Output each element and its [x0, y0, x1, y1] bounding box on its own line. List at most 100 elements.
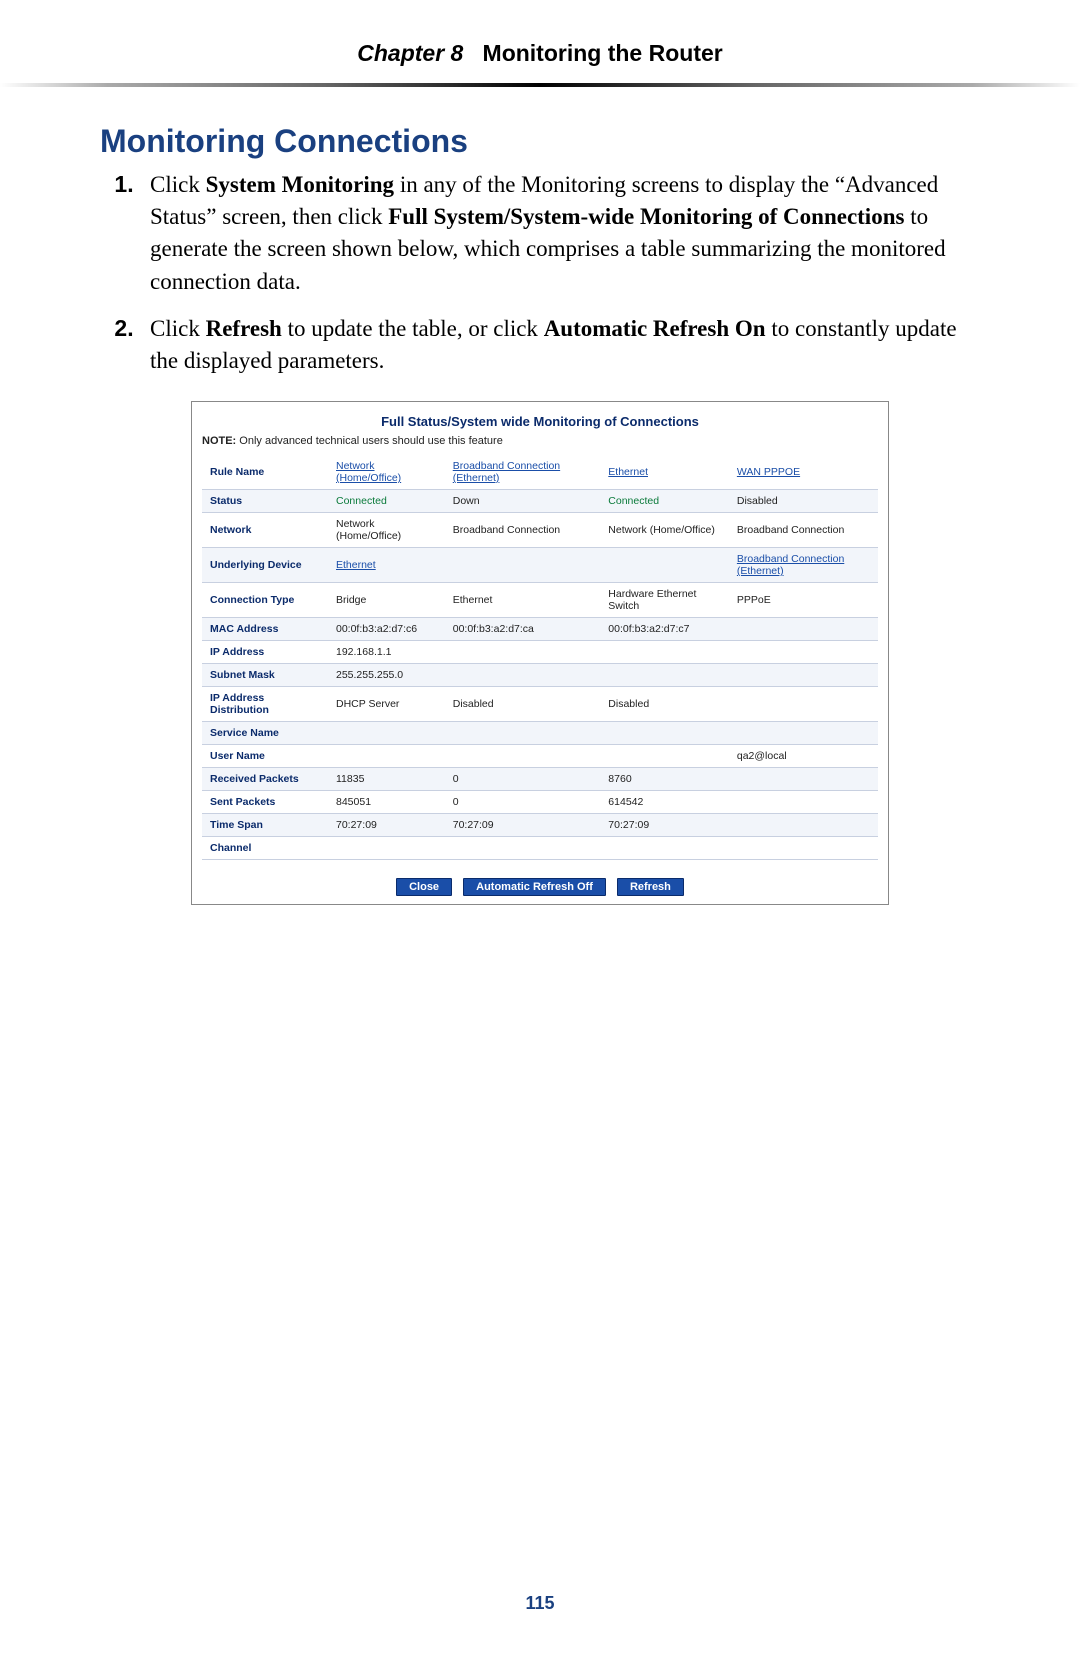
- cell: Ethernet: [445, 583, 601, 618]
- cell: [729, 687, 878, 722]
- table-row: IP Address DistributionDHCP ServerDisabl…: [202, 687, 878, 722]
- row-label: IP Address: [202, 641, 328, 664]
- step-2-text-a: Click: [150, 316, 206, 341]
- table-row: Time Span70:27:0970:27:0970:27:09: [202, 814, 878, 837]
- cell-link[interactable]: Broadband Connection (Ethernet): [453, 460, 560, 484]
- steps-list: Click System Monitoring in any of the Mo…: [100, 168, 980, 377]
- step-2: Click Refresh to update the table, or cl…: [140, 312, 980, 377]
- content: Monitoring Connections Click System Moni…: [0, 123, 1080, 905]
- row-label: Sent Packets: [202, 791, 328, 814]
- table-row: Connection TypeBridgeEthernetHardware Et…: [202, 583, 878, 618]
- cell-status: Connected: [608, 495, 659, 507]
- auto-refresh-button[interactable]: Automatic Refresh Off: [463, 878, 606, 896]
- connections-table: Rule NameNetwork (Home/Office)Broadband …: [202, 455, 878, 860]
- cell[interactable]: WAN PPPOE: [729, 455, 878, 490]
- table-row: Channel: [202, 837, 878, 860]
- cell: Hardware Ethernet Switch: [600, 583, 729, 618]
- cell[interactable]: Broadband Connection (Ethernet): [729, 548, 878, 583]
- table-row: IP Address192.168.1.1: [202, 641, 878, 664]
- table-row: Sent Packets8450510614542: [202, 791, 878, 814]
- cell: [729, 814, 878, 837]
- cell: [729, 837, 878, 860]
- cell: 0: [445, 768, 601, 791]
- table-row: StatusConnectedDownConnectedDisabled: [202, 490, 878, 513]
- page: Chapter 8 Monitoring the Router Monitori…: [0, 0, 1080, 1668]
- row-label: Status: [202, 490, 328, 513]
- cell: 00:0f:b3:a2:d7:c6: [328, 618, 445, 641]
- cell[interactable]: Broadband Connection (Ethernet): [445, 455, 601, 490]
- cell: [445, 641, 601, 664]
- close-button[interactable]: Close: [396, 878, 452, 896]
- cell: [729, 664, 878, 687]
- cell: 845051: [328, 791, 445, 814]
- row-label: Time Span: [202, 814, 328, 837]
- cell: [445, 722, 601, 745]
- screenshot-panel: Full Status/System wide Monitoring of Co…: [191, 401, 889, 905]
- chapter-title: Monitoring the Router: [483, 40, 723, 66]
- cell: qa2@local: [729, 745, 878, 768]
- cell: Bridge: [328, 583, 445, 618]
- cell: [445, 745, 601, 768]
- cell: 8760: [600, 768, 729, 791]
- cell: [600, 837, 729, 860]
- cell[interactable]: Ethernet: [600, 455, 729, 490]
- cell: Disabled: [445, 687, 601, 722]
- page-number: 115: [0, 1593, 1080, 1614]
- cell: [445, 837, 601, 860]
- table-row: Underlying DeviceEthernetBroadband Conne…: [202, 548, 878, 583]
- step-1-bold-b: System Monitoring: [206, 172, 394, 197]
- cell-link[interactable]: Broadband Connection (Ethernet): [737, 553, 844, 577]
- cell: 70:27:09: [328, 814, 445, 837]
- cell: [600, 548, 729, 583]
- row-label: Subnet Mask: [202, 664, 328, 687]
- cell: PPPoE: [729, 583, 878, 618]
- cell: [445, 664, 601, 687]
- table-row: Received Packets1183508760: [202, 768, 878, 791]
- cell: DHCP Server: [328, 687, 445, 722]
- cell: 00:0f:b3:a2:d7:c7: [600, 618, 729, 641]
- cell: [600, 745, 729, 768]
- screenshot-title: Full Status/System wide Monitoring of Co…: [192, 402, 888, 435]
- cell: [729, 768, 878, 791]
- step-1-bold-d: Full System/System-wide Monitoring of Co…: [388, 204, 904, 229]
- note-text: Only advanced technical users should use…: [236, 435, 503, 447]
- row-label: Received Packets: [202, 768, 328, 791]
- step-2-bold-d: Automatic Refresh On: [544, 316, 766, 341]
- cell[interactable]: Network (Home/Office): [328, 455, 445, 490]
- cell: Connected: [600, 490, 729, 513]
- cell: 614542: [600, 791, 729, 814]
- row-label: Connection Type: [202, 583, 328, 618]
- cell: 0: [445, 791, 601, 814]
- refresh-button[interactable]: Refresh: [617, 878, 684, 896]
- cell: [328, 745, 445, 768]
- table-row: Subnet Mask255.255.255.0: [202, 664, 878, 687]
- cell: 192.168.1.1: [328, 641, 445, 664]
- header-divider: [0, 83, 1080, 87]
- section-heading: Monitoring Connections: [100, 123, 980, 160]
- cell: 11835: [328, 768, 445, 791]
- cell: Network (Home/Office): [600, 513, 729, 548]
- cell: [729, 641, 878, 664]
- cell-link[interactable]: Network (Home/Office): [336, 460, 401, 484]
- row-label: MAC Address: [202, 618, 328, 641]
- cell: [328, 837, 445, 860]
- row-label: Network: [202, 513, 328, 548]
- cell[interactable]: Ethernet: [328, 548, 445, 583]
- chapter-number: Chapter 8: [357, 40, 463, 66]
- cell: [445, 548, 601, 583]
- cell: Broadband Connection: [445, 513, 601, 548]
- cell: Disabled: [729, 490, 878, 513]
- table-row: Service Name: [202, 722, 878, 745]
- cell: Network (Home/Office): [328, 513, 445, 548]
- cell-link[interactable]: Ethernet: [608, 466, 648, 478]
- cell-link[interactable]: Ethernet: [336, 559, 376, 571]
- cell-link[interactable]: WAN PPPOE: [737, 466, 800, 478]
- row-label: Channel: [202, 837, 328, 860]
- step-2-text-c: to update the table, or click: [282, 316, 544, 341]
- cell: [600, 641, 729, 664]
- row-label: Rule Name: [202, 455, 328, 490]
- cell: [729, 791, 878, 814]
- screenshot-wrap: Full Status/System wide Monitoring of Co…: [100, 401, 980, 905]
- cell-status: Connected: [336, 495, 387, 507]
- cell: Connected: [328, 490, 445, 513]
